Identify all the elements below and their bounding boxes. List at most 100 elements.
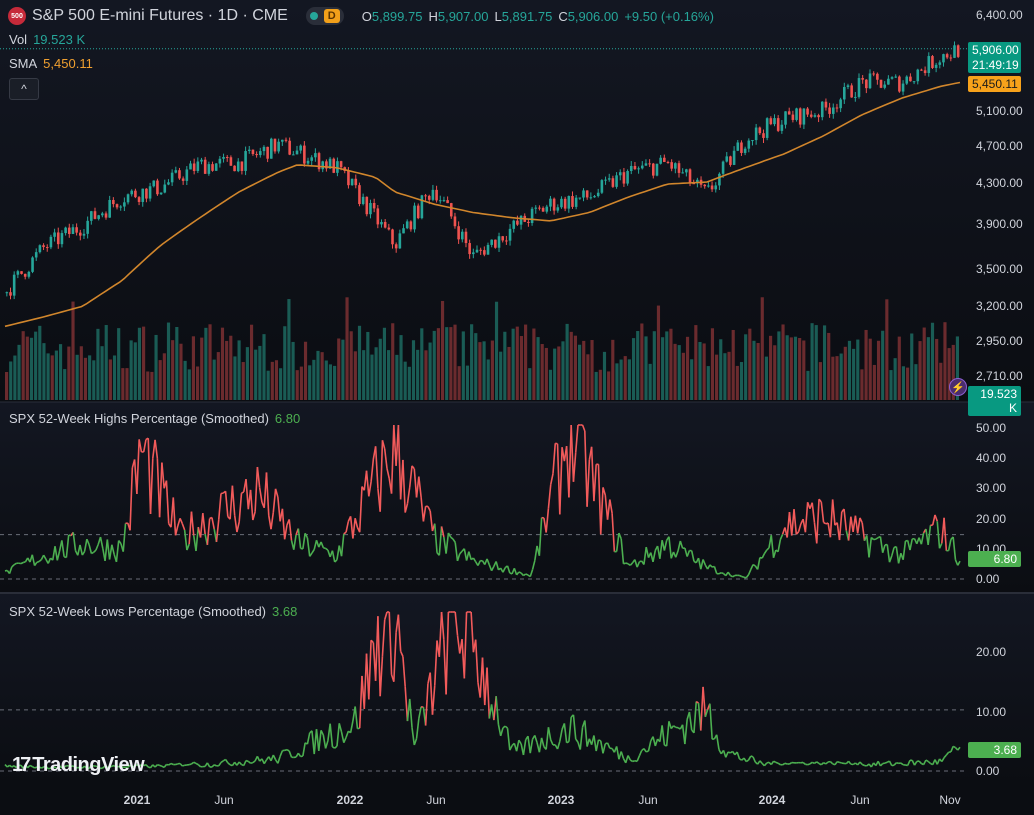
candle-body (898, 76, 901, 92)
lows-legend[interactable]: SPX 52-Week Lows Percentage (Smoothed) 3.… (9, 604, 297, 619)
lows-line-segment (454, 611, 459, 636)
volume-bar (702, 343, 706, 400)
candle-body (277, 141, 280, 152)
volume-bar (470, 324, 474, 400)
volume-bar (133, 342, 137, 400)
candle-body (148, 186, 152, 199)
highs-line-segment (447, 532, 452, 538)
lows-line-segment (168, 762, 172, 766)
volume-bar (374, 347, 378, 400)
highs-legend[interactable]: SPX 52-Week Highs Percentage (Smoothed) 6… (9, 411, 300, 426)
highs-line-segment (602, 487, 607, 496)
symbol-header: 500 S&P 500 E-mini Futures · 1D · CME D … (8, 6, 714, 26)
collapse-legend-button[interactable]: ^ (9, 78, 39, 100)
volume-bar (403, 361, 407, 400)
lows-line-segment (943, 754, 947, 759)
lows-line-segment (704, 709, 709, 718)
highs-line-segment (677, 540, 682, 551)
volume-bar (191, 336, 195, 400)
candle-body (571, 196, 574, 207)
volume-bar (320, 352, 324, 400)
candle-body (923, 70, 927, 74)
highs-line-segment (274, 488, 279, 498)
candle-body (626, 171, 629, 184)
lows-line-segment (699, 686, 704, 731)
candle-body (222, 156, 225, 159)
lows-line-segment (11, 765, 15, 768)
highs-line-segment (61, 540, 65, 557)
highs-line-segment (233, 515, 238, 533)
volume-bar (108, 359, 112, 400)
highs-line-segment (538, 517, 543, 556)
highs-tick-label: 0.00 (976, 572, 1000, 586)
highs-line-segment (427, 506, 431, 512)
lows-line-segment (752, 756, 757, 763)
candle-body (585, 190, 589, 198)
market-status-pill[interactable]: D (305, 7, 344, 25)
highs-line-segment (729, 574, 734, 578)
volume-bar (798, 338, 802, 400)
candle-body (743, 148, 747, 153)
candle-body (670, 162, 673, 169)
lows-line-segment (95, 765, 99, 768)
highs-line-segment (411, 465, 415, 470)
open-value: 5,899.75 (371, 8, 423, 24)
highs-line-segment (663, 540, 668, 551)
candle-body (453, 216, 457, 227)
candle-body (644, 163, 648, 166)
volume-bar (951, 344, 955, 400)
market-open-dot-icon (309, 12, 318, 20)
volume-bar (569, 331, 573, 400)
lightning-icon[interactable]: ⚡ (949, 378, 967, 396)
candle-body (38, 245, 42, 253)
highs-line-segment (402, 459, 406, 513)
volume-bar (382, 327, 386, 400)
lows-line-segment (836, 760, 840, 764)
volume-bar (324, 360, 328, 400)
lows-line-segment (206, 762, 211, 768)
highs-line-segment (520, 572, 525, 577)
volume-bar (623, 356, 627, 400)
highs-line-segment (518, 571, 522, 574)
tradingview-logo[interactable]: 17 TradingView (12, 754, 145, 777)
symbol-title[interactable]: S&P 500 E-mini Futures · 1D · CME (32, 7, 288, 24)
lows-line-segment (97, 766, 101, 770)
lows-line-segment (15, 764, 20, 769)
candle-body (93, 211, 97, 219)
highs-line-segment (620, 538, 625, 564)
highs-line-segment (779, 533, 784, 540)
volume-bar (881, 330, 885, 400)
sma-legend[interactable]: SMA 5,450.11 (9, 56, 93, 71)
volume-bar (428, 342, 432, 400)
lows-line-segment (397, 614, 402, 652)
highs-line-segment (11, 564, 15, 568)
lows-line-segment (334, 745, 338, 749)
lows-line-segment (50, 766, 53, 769)
highs-line-segment (13, 562, 17, 566)
volume-bar (440, 300, 445, 400)
volume-bar (117, 328, 121, 400)
candle-body (828, 107, 831, 114)
lows-line-segment (499, 727, 504, 737)
highs-tick-label: 40.00 (976, 451, 1007, 465)
candle-body (303, 145, 306, 164)
lows-line-segment (595, 739, 600, 752)
lows-line-segment (388, 611, 393, 675)
lows-line-segment (820, 762, 825, 766)
volume-bar (341, 339, 345, 400)
highs-line-segment (215, 519, 220, 543)
highs-line-segment (856, 517, 861, 534)
highs-line-segment (397, 424, 402, 500)
lows-line-segment (377, 616, 381, 697)
highs-line-segment (599, 487, 604, 535)
volume-bar (5, 371, 9, 400)
volume-legend[interactable]: Vol 19.523 K (9, 32, 85, 47)
candle-body (67, 227, 71, 235)
highs-line-segment (381, 440, 386, 450)
candle-body (802, 108, 806, 125)
volume-bar (142, 326, 146, 400)
highs-line-segment (604, 495, 609, 520)
volume-bar (636, 331, 640, 400)
volume-bar (511, 328, 515, 400)
